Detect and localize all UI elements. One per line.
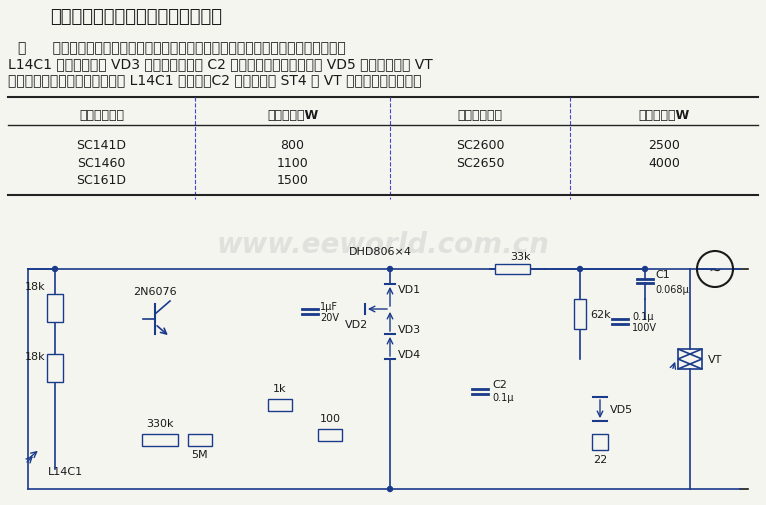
Text: 100: 100 [319,413,341,423]
Text: 4000: 4000 [648,156,680,169]
Text: 62k: 62k [590,310,611,319]
Bar [47,355,63,382]
Bar [47,294,63,322]
Text: 33k: 33k [509,251,530,262]
Text: 灯的功率，W: 灯的功率，W [267,108,318,121]
Text: 1k: 1k [273,383,286,393]
Text: L14C1 导通，二极管 VD3 也导通，使电容 C2 上压降为零，双向触发管 VD5 和双向晶闸管 VT: L14C1 导通，二极管 VD3 也导通，使电容 C2 上压降为零，双向触发管 … [8,57,433,71]
Text: C1: C1 [655,270,669,279]
Text: VD3: VD3 [398,324,421,334]
Text: 330k: 330k [146,418,174,428]
Text: 5M: 5M [192,449,208,459]
Text: 0.1μ: 0.1μ [492,392,513,402]
Bar [142,434,178,446]
Text: 晶闸管的规格: 晶闸管的规格 [79,108,124,121]
Text: VT: VT [708,355,722,364]
Text: 0.068μ: 0.068μ [655,284,689,294]
Text: 采用双向晶闸管的夜间自动照明电路: 采用双向晶闸管的夜间自动照明电路 [50,8,222,26]
Text: L14C1: L14C1 [47,466,83,476]
Text: 20V: 20V [320,313,339,322]
Text: 1μF: 1μF [320,301,338,312]
Text: VD4: VD4 [398,349,421,359]
Text: VD5: VD5 [610,404,633,414]
Circle shape [388,267,392,272]
Text: SC2650: SC2650 [456,156,504,169]
Text: 0.1μ: 0.1μ [632,312,653,321]
Bar [592,434,608,450]
Text: 晶闸管的规格: 晶闸管的规格 [457,108,502,121]
Text: 22: 22 [593,454,607,464]
Bar [188,434,212,446]
Text: DHD806×4: DHD806×4 [349,246,411,257]
Text: SC1460: SC1460 [77,156,126,169]
Circle shape [53,267,57,272]
Text: 800: 800 [280,138,305,151]
Text: ~: ~ [709,262,722,277]
Circle shape [388,486,392,491]
Text: 1500: 1500 [277,173,309,186]
Circle shape [578,267,582,272]
Circle shape [643,267,647,272]
Bar [268,399,292,411]
Text: 2N6076: 2N6076 [133,286,177,296]
Text: 18k: 18k [25,281,45,291]
Bar [495,265,530,274]
Bar [318,429,342,441]
Text: C2: C2 [492,379,507,389]
Text: 图      中所示电路采用光敏三极管作为照度传感元件。当白天照度很大时，光敏三极管: 图 中所示电路采用光敏三极管作为照度传感元件。当白天照度很大时，光敏三极管 [18,41,345,55]
Text: 1100: 1100 [277,156,309,169]
Text: SC161D: SC161D [77,173,126,186]
Text: 2500: 2500 [648,138,680,151]
Text: 100V: 100V [632,322,657,332]
Text: 均不导通，灯不亮。反之，夜间 L14C1 不导通，C2 上有电压使 ST4 和 VT 导通，灯自动会亮。: 均不导通，灯不亮。反之，夜间 L14C1 不导通，C2 上有电压使 ST4 和 … [8,73,421,87]
Text: SC2600: SC2600 [456,138,504,151]
Text: SC141D: SC141D [77,138,126,151]
Text: 18k: 18k [25,351,45,361]
Bar [574,299,586,329]
Text: VD1: VD1 [398,284,421,294]
Text: VD2: VD2 [345,319,368,329]
Text: 灯的功率，W: 灯的功率，W [638,108,689,121]
Text: www.eeworld.com.cn: www.eeworld.com.cn [217,231,549,259]
